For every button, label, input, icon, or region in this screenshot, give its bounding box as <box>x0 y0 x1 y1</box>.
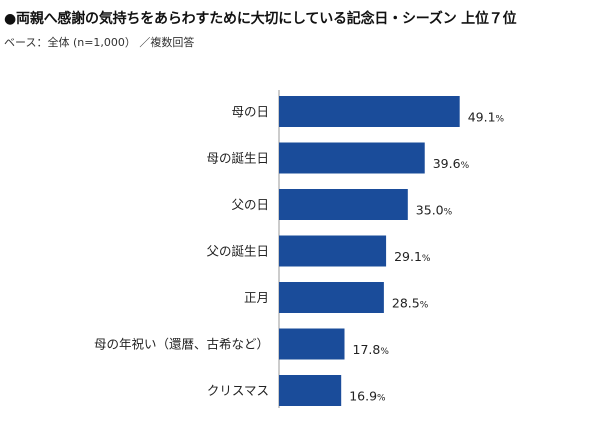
data-label: 39.6% <box>433 156 470 171</box>
data-label: 17.8% <box>353 342 390 357</box>
bar <box>279 96 460 127</box>
bar <box>279 282 384 313</box>
category-label: クリスマス <box>207 383 269 398</box>
data-label: 35.0% <box>416 203 453 218</box>
category-label: 父の誕生日 <box>206 244 269 259</box>
bar <box>279 375 342 406</box>
data-label: 49.1% <box>468 110 505 125</box>
category-label: 母の年祝い（還暦、古希など） <box>94 337 269 352</box>
bar <box>279 189 408 220</box>
category-label: 正月 <box>244 290 269 305</box>
bar <box>279 142 425 174</box>
category-label: 母の日 <box>231 104 269 119</box>
data-label: 29.1% <box>394 249 431 264</box>
bar <box>279 235 387 267</box>
category-label: 父の日 <box>231 197 269 212</box>
chart-subtitle: ベース：全体 (n=1,000） ／複数回答 <box>4 36 195 49</box>
bar <box>279 328 345 360</box>
chart-title: ●両親へ感謝の気持ちをあらわすために大切にしている記念日・シーズン 上位７位 <box>4 11 517 27</box>
data-label: 16.9% <box>349 389 386 404</box>
data-label: 28.5% <box>392 296 429 311</box>
category-label: 母の誕生日 <box>206 151 269 166</box>
